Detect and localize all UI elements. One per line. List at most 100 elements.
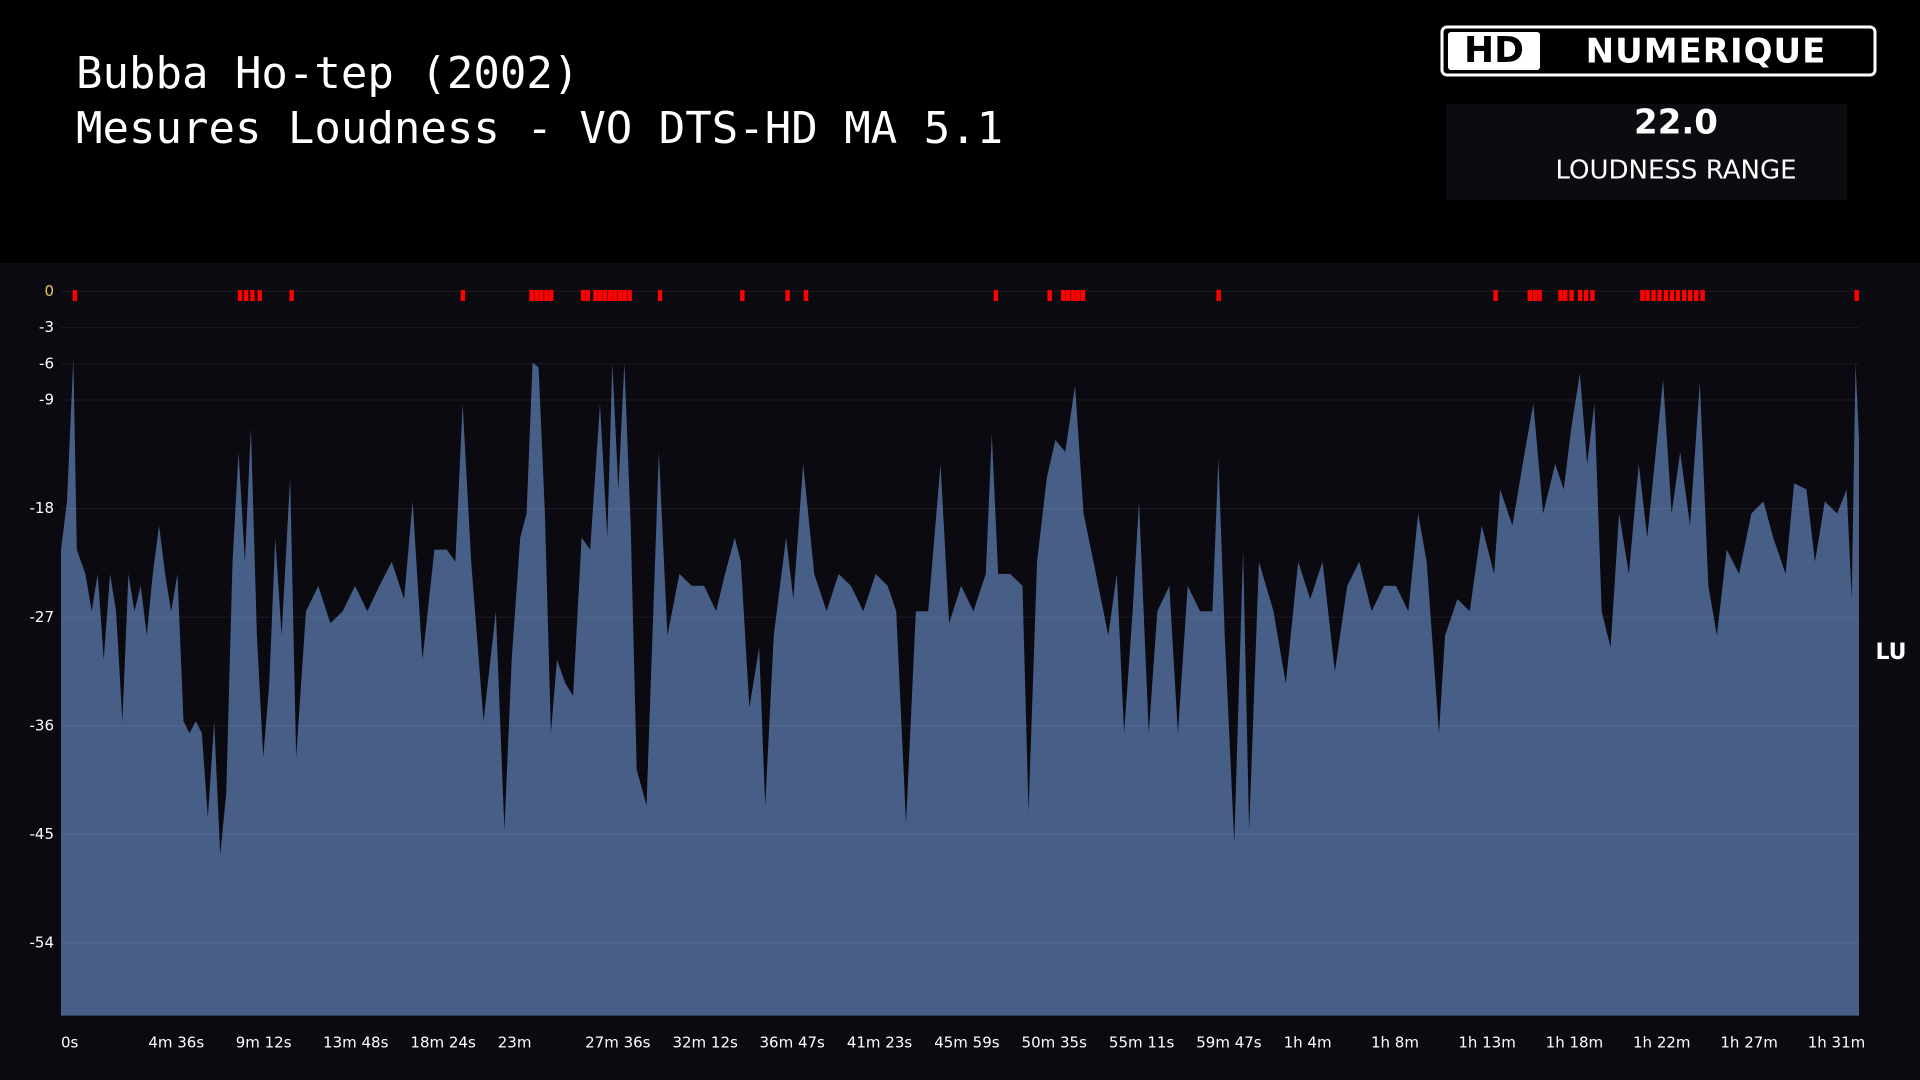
clip-marker <box>1675 290 1681 301</box>
clip-marker <box>1669 290 1675 301</box>
clip-marker <box>607 290 613 301</box>
clip-marker <box>237 290 243 301</box>
clip-marker <box>1663 290 1669 301</box>
x-tick-label: 1h 31m <box>1808 1034 1866 1052</box>
logo-mark: HD <box>1464 30 1524 71</box>
clip-marker <box>1493 290 1498 301</box>
clip-marker <box>250 290 255 301</box>
clip-marker <box>539 290 544 301</box>
clip-marker <box>548 290 554 301</box>
clip-marker <box>534 290 539 301</box>
x-tick-label: 9m 12s <box>236 1034 292 1052</box>
logo-frame <box>1440 25 1877 77</box>
y-tick-label: -18 <box>30 499 55 517</box>
clip-marker <box>1562 290 1568 301</box>
clip-marker <box>1577 290 1583 301</box>
x-tick-label: 59m 47s <box>1196 1034 1262 1052</box>
y-tick-label: -36 <box>30 716 55 734</box>
clip-marker <box>1854 290 1859 301</box>
clip-marker <box>1657 290 1662 301</box>
y-tick-label: 0 <box>44 282 54 300</box>
clip-marker <box>657 290 663 301</box>
clip-marker <box>1070 290 1076 301</box>
x-tick-label: 18m 24s <box>410 1034 476 1052</box>
y-tick-label: -6 <box>39 354 54 372</box>
clip-marker <box>72 290 78 301</box>
x-tick-label: 1h 18m <box>1546 1034 1604 1052</box>
clip-marker <box>243 290 249 301</box>
clip-marker <box>612 290 618 301</box>
clip-marker <box>1687 290 1693 301</box>
clip-marker <box>1527 290 1533 301</box>
plot: 0 -3 -6 -9 -18 -27 -36 -45 -54 0s 4m 36s 9m 12s 13m … <box>30 282 1866 1052</box>
y-tick-label: -9 <box>39 391 54 409</box>
stat-box <box>1446 104 1847 200</box>
x-tick-label: 41m 23s <box>847 1034 913 1052</box>
loudness-area <box>61 357 1859 1016</box>
clip-marker <box>1694 290 1699 301</box>
y-tick-label: -45 <box>30 825 55 843</box>
clip-marker <box>1640 290 1645 301</box>
clip-marker <box>993 290 999 301</box>
clip-marker <box>803 290 809 301</box>
x-tick-label: 27m 36s <box>585 1034 651 1052</box>
clip-marker <box>1061 290 1066 301</box>
clip-marker <box>1590 290 1595 301</box>
clip-marker <box>785 290 790 301</box>
x-tick-label: 1h 8m <box>1371 1034 1419 1052</box>
clip-marker <box>1558 290 1563 301</box>
x-tick-label: 0s <box>61 1034 79 1052</box>
logo-mark-box <box>1448 32 1540 70</box>
x-tick-label: 45m 59s <box>934 1034 1000 1052</box>
clip-marker <box>1047 290 1052 301</box>
clip-marker <box>1569 290 1574 301</box>
clip-marker <box>593 290 598 301</box>
stat-value: 22.0 <box>1634 103 1718 143</box>
clip-marker <box>627 290 632 301</box>
clip-marker <box>585 290 591 301</box>
clip-marker <box>1080 290 1086 301</box>
y-tick-label: -27 <box>30 608 55 626</box>
clip-marker <box>460 290 466 301</box>
chart-title: Bubba Ho-tep (2002) <box>76 48 579 99</box>
clip-marker <box>1681 290 1687 301</box>
clip-marker <box>1700 290 1705 301</box>
x-tick-label: 4m 36s <box>148 1034 204 1052</box>
clip-marker <box>257 290 262 301</box>
logo: HD NUMERIQUE <box>1440 25 1877 77</box>
x-tick-label: 1h 27m <box>1720 1034 1778 1052</box>
x-tick-label: 36m 47s <box>760 1034 826 1052</box>
y-axis-label: LU <box>1875 640 1906 665</box>
clip-marker <box>1583 290 1589 301</box>
clip-marker <box>602 290 608 301</box>
stat-label: LOUDNESS RANGE <box>1555 156 1796 186</box>
x-tick-label: 13m 48s <box>323 1034 389 1052</box>
clip-marker <box>740 290 745 301</box>
y-tick-label: -54 <box>30 934 55 952</box>
clip-marker <box>597 290 603 301</box>
clip-marker <box>1651 290 1656 301</box>
clip-marker <box>1216 290 1221 301</box>
x-tick-label: 55m 11s <box>1109 1034 1175 1052</box>
x-tick-label: 23m <box>498 1034 532 1052</box>
x-tick-label: 50m 35s <box>1022 1034 1088 1052</box>
clip-marker <box>529 290 534 301</box>
chart-subtitle: Mesures Loudness - VO DTS-HD MA 5.1 <box>76 103 1003 154</box>
clip-marker <box>1065 290 1071 301</box>
logo-brand: NUMERIQUE <box>1586 32 1827 72</box>
y-tick-label: -3 <box>39 318 54 336</box>
x-tick-label: 1h 4m <box>1284 1034 1332 1052</box>
clip-marker <box>1075 290 1081 301</box>
x-tick-label: 1h 13m <box>1458 1034 1516 1052</box>
clip-marker <box>622 290 627 301</box>
clip-marker <box>289 290 294 301</box>
clip-marker <box>617 290 623 301</box>
clip-marker <box>580 290 586 301</box>
clip-marker <box>1532 290 1538 301</box>
x-tick-label: 1h 22m <box>1633 1034 1691 1052</box>
clip-marker <box>1537 290 1542 301</box>
clip-marker <box>1645 290 1650 301</box>
clip-marker <box>544 290 549 301</box>
x-tick-label: 32m 12s <box>672 1034 738 1052</box>
